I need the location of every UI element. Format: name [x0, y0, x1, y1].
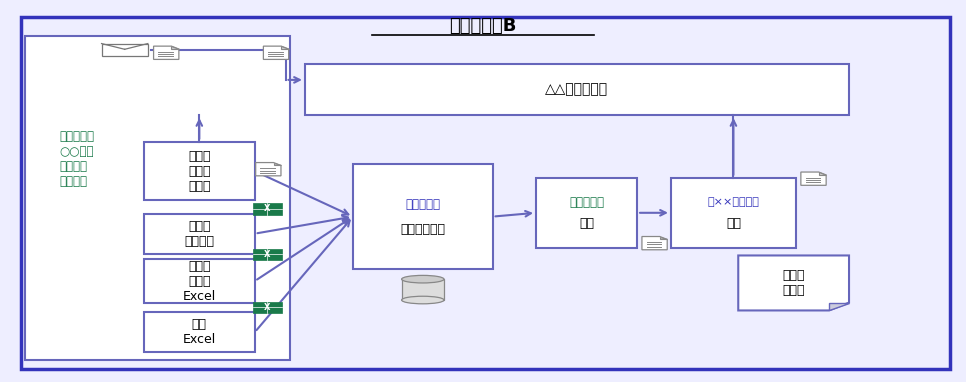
Polygon shape [273, 163, 281, 165]
Polygon shape [642, 236, 668, 250]
Bar [144, 142, 255, 201]
Bar [253, 249, 282, 260]
Text: 承認: 承認 [725, 217, 741, 230]
Text: ＊＊＊
マスタ
Excel: ＊＊＊ マスタ Excel [183, 259, 216, 303]
Text: △△管理表記入: △△管理表記入 [546, 83, 609, 97]
Polygon shape [154, 46, 179, 60]
Text: 契約
Excel: 契約 Excel [183, 318, 216, 346]
Polygon shape [801, 172, 826, 185]
Bar [670, 178, 796, 248]
Bar [253, 203, 282, 215]
Ellipse shape [402, 296, 444, 304]
Polygon shape [819, 172, 826, 175]
Bar [305, 64, 849, 115]
Polygon shape [171, 46, 179, 49]
Bar [353, 165, 493, 269]
Bar [101, 44, 148, 56]
Polygon shape [264, 46, 289, 60]
Ellipse shape [402, 275, 444, 283]
Text: システム入力: システム入力 [400, 223, 445, 236]
Polygon shape [256, 163, 281, 176]
Text: 【＊＊部】: 【＊＊部】 [406, 197, 440, 210]
Text: 業務フローB: 業務フローB [449, 17, 517, 35]
Bar [25, 36, 291, 360]
Polygon shape [829, 303, 849, 311]
Text: X: X [264, 204, 270, 213]
Bar [144, 214, 255, 254]
Bar [144, 259, 255, 303]
Bar [536, 178, 638, 248]
Polygon shape [281, 46, 289, 49]
Text: X: X [264, 303, 270, 312]
Text: 【＊＊部】
○○受領
メール・
　社内便: 【＊＊部】 ○○受領 メール・ 社内便 [59, 130, 94, 188]
Text: 【＊＊部】: 【＊＊部】 [569, 196, 604, 209]
Bar [253, 302, 282, 313]
Text: X: X [264, 250, 270, 259]
Text: ＊＊＊
エクセル: ＊＊＊ エクセル [185, 220, 214, 248]
Text: 出力: 出力 [579, 217, 594, 230]
Polygon shape [660, 236, 668, 240]
Text: 承認用
（紙）: 承認用 （紙） [782, 269, 805, 297]
Polygon shape [738, 256, 849, 311]
Text: ＊＊＊
申請書
（紙）: ＊＊＊ 申請書 （紙） [188, 150, 211, 193]
Text: 【××管理部】: 【××管理部】 [707, 197, 759, 207]
Bar [144, 312, 255, 352]
Bar [402, 279, 444, 300]
